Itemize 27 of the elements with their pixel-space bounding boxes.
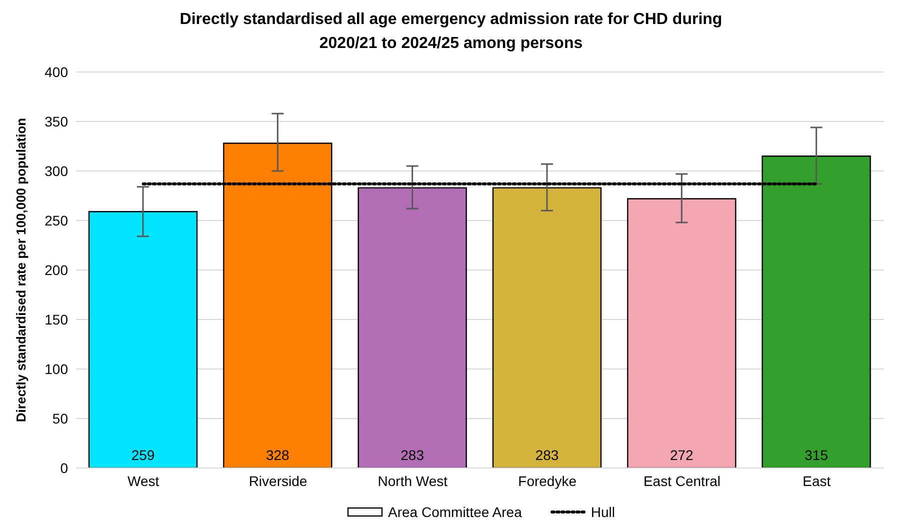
y-tick-label: 300 (44, 162, 68, 179)
y-tick-label: 0 (60, 460, 68, 476)
x-tick-label: Riverside (248, 472, 308, 489)
x-tick-label: East Central (643, 472, 721, 489)
data-label: 259 (131, 447, 155, 463)
bar (627, 198, 736, 468)
y-tick-label: 400 (44, 64, 68, 80)
data-label: 328 (266, 447, 290, 463)
data-label: 272 (670, 447, 694, 463)
data-label: 283 (400, 447, 424, 463)
y-tick-label: 200 (44, 262, 68, 278)
y-tick-label: 150 (44, 311, 68, 328)
y-tick-label: 250 (44, 212, 68, 228)
x-tick-label: East (802, 472, 831, 489)
y-tick-label: 100 (44, 360, 68, 377)
y-tick-label: 350 (44, 113, 68, 130)
legend-label: Area Committee Area (388, 504, 522, 520)
y-axis-title: Directly standardised rate per 100,000 population (14, 118, 29, 422)
x-tick-label: Foredyke (518, 472, 577, 489)
legend-label: Hull (590, 504, 615, 520)
bar (88, 210, 198, 468)
chart-title: Directly standardised all age emergency admission rate for CHD during 2020/21 to 2024/25 among persons (178, 10, 724, 54)
data-label: 283 (535, 447, 559, 463)
data-label: 315 (804, 447, 828, 463)
x-tick-label: West (128, 472, 160, 489)
y-tick-label: 50 (52, 410, 68, 426)
x-tick-label: North West (378, 472, 448, 489)
